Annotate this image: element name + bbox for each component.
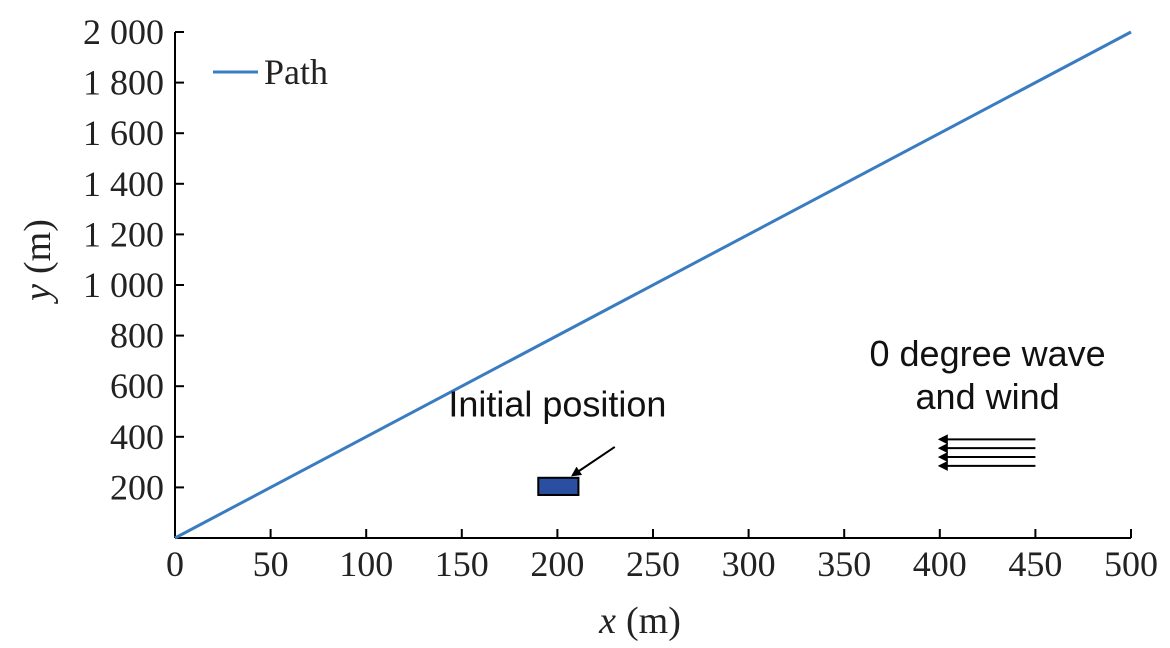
y-tick-label: 200 [110, 467, 164, 507]
x-tick-label: 50 [253, 544, 289, 584]
y-axis-ticks: 200 400 600 800 1 000 1 200 1 400 1 600 1 800 2 0… [83, 12, 184, 507]
y-tick-label: 1 400 [83, 164, 164, 204]
y-axis-label-unit: (m) [17, 219, 59, 274]
x-tick-label: 150 [435, 544, 489, 584]
legend: Path [213, 52, 328, 92]
legend-label-path: Path [264, 52, 328, 92]
y-tick-label: 1 800 [83, 63, 164, 103]
initial-position-label: Initial position [448, 384, 666, 425]
x-tick-label: 350 [817, 544, 871, 584]
initial-position-marker [537, 476, 580, 496]
x-tick-label: 0 [166, 544, 184, 584]
y-tick-label: 1 200 [83, 214, 164, 254]
y-axis-label: y (m) [17, 219, 59, 305]
x-tick-label: 250 [626, 544, 680, 584]
x-axis-ticks: 0 50 100 150 200 250 300 350 400 450 500 [166, 529, 1158, 584]
x-tick-label: 400 [913, 544, 967, 584]
x-tick-label: 500 [1104, 544, 1158, 584]
y-tick-label: 1 000 [83, 265, 164, 305]
y-axis-label-var: y [17, 284, 59, 305]
x-tick-label: 300 [722, 544, 776, 584]
x-axis-label: x (m) [598, 600, 681, 642]
y-tick-label: 2 000 [83, 12, 164, 52]
x-axis-label-unit: (m) [626, 600, 681, 642]
x-tick-label: 100 [339, 544, 393, 584]
wave-wind-label-line1: 0 degree wave [870, 333, 1106, 374]
series-line-path [174, 30, 1132, 540]
series-layer [174, 30, 1132, 540]
initial-position-arrow [571, 446, 616, 477]
x-tick-label: 450 [1008, 544, 1062, 584]
wave-wind-label-line2: and wind [916, 376, 1060, 417]
y-tick-label: 400 [110, 417, 164, 457]
x-tick-label: 200 [530, 544, 584, 584]
x-axis-label-var: x [598, 600, 616, 642]
y-tick-label: 800 [110, 316, 164, 356]
y-tick-label: 600 [110, 366, 164, 406]
y-tick-label: 1 600 [83, 113, 164, 153]
